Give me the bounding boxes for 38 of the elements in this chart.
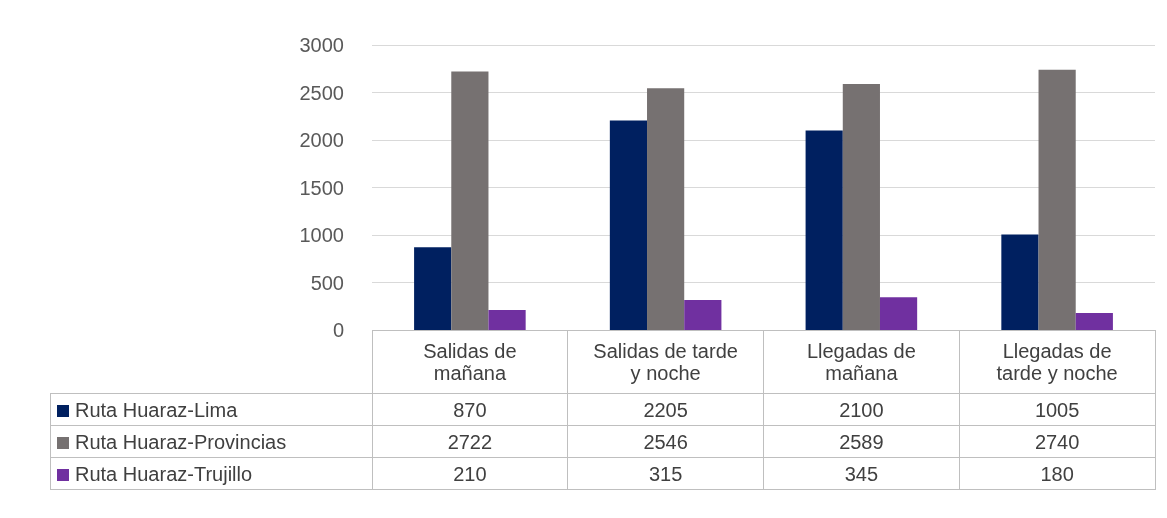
data-label: 2589 (763, 425, 960, 458)
data-label: 2100 (763, 393, 960, 426)
bar (414, 247, 452, 330)
bar (1038, 69, 1076, 330)
y-tick-label: 2000 (299, 129, 344, 151)
x-tick-label: Salidas de mañana (422, 340, 518, 384)
legend-label: Ruta Huaraz-Trujillo (50, 457, 372, 490)
bar (647, 88, 685, 330)
bar (1001, 234, 1039, 330)
legend-label: Ruta Huaraz-Provincias (50, 425, 372, 458)
data-label: 2546 (567, 425, 764, 458)
bar (451, 71, 489, 330)
data-label: 180 (959, 457, 1155, 490)
bar (879, 297, 918, 330)
bar (684, 300, 722, 330)
data-label: 1005 (959, 393, 1155, 426)
data-label: 2740 (959, 425, 1155, 458)
x-tick-label: Salidas de tarde y noche (592, 340, 739, 384)
bar (609, 120, 648, 330)
x-tick-label: Llegadas de tarde y noche (995, 340, 1119, 384)
legend-label: Ruta Huaraz-Lima (50, 393, 372, 426)
data-label: 210 (372, 457, 568, 490)
y-tick-label: 3000 (299, 34, 344, 56)
y-tick-label: 2500 (299, 81, 344, 104)
bar (842, 84, 880, 330)
data-label: 315 (567, 457, 764, 490)
bar (805, 130, 843, 330)
bar (488, 310, 526, 330)
y-tick-label: 1000 (299, 224, 344, 246)
y-tick-label: 0 (332, 319, 344, 341)
data-label: 870 (372, 393, 568, 426)
x-tick-label: Llegadas de mañana (805, 340, 917, 384)
data-label: 2205 (567, 393, 764, 426)
bar (1075, 312, 1113, 330)
data-label: 2722 (372, 425, 568, 458)
y-tick-label: 1500 (299, 176, 344, 199)
y-tick-label: 500 (310, 271, 344, 294)
data-label: 345 (763, 457, 960, 490)
